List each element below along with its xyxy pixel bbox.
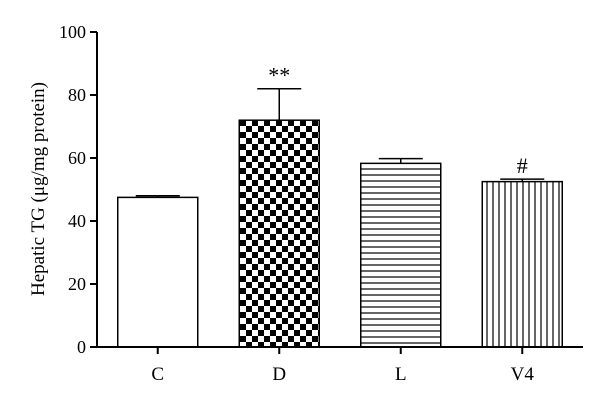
category-label: L: [395, 364, 407, 385]
bar-v4: [481, 180, 563, 348]
y-ticks: 0 20 40 60 80 100: [59, 22, 97, 357]
y-tick-label: 60: [68, 148, 86, 168]
y-tick-label: 0: [77, 337, 86, 357]
y-axis-title: Hepatic TG (μg/mg protein): [28, 82, 49, 296]
significance-label: #: [517, 153, 528, 178]
bar-l: [360, 162, 442, 348]
bar-c: [117, 196, 199, 348]
significance-label: **: [268, 63, 290, 88]
y-tick-label: 100: [59, 22, 86, 42]
y-tick-label: 80: [68, 85, 86, 105]
x-labels: C D L V4: [151, 347, 534, 385]
plot-area: ** #: [117, 63, 563, 348]
bar-d: [238, 119, 320, 348]
y-tick-label: 20: [68, 274, 86, 294]
y-tick-label: 40: [68, 211, 86, 231]
category-label: C: [151, 364, 164, 385]
category-label: V4: [511, 364, 535, 385]
category-label: D: [272, 364, 286, 385]
